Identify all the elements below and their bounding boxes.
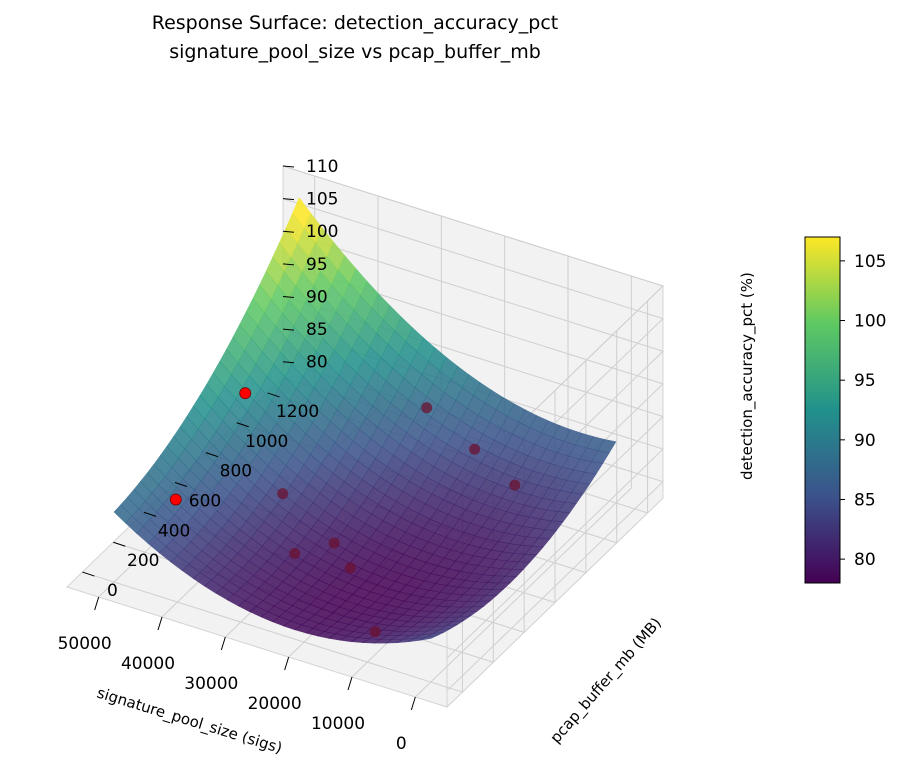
z-gridline: [446, 481, 664, 692]
z-tick-label: 100: [306, 222, 338, 242]
data-point-below-surface: [369, 626, 381, 638]
data-point-above-surface: [169, 493, 182, 506]
x-tick-label: 30000: [184, 674, 238, 694]
x-tick-label: 40000: [121, 654, 175, 674]
x-tick-label: 10000: [311, 714, 365, 734]
z-tick: [282, 165, 295, 168]
z-tick-label: 110: [306, 157, 338, 177]
data-point-below-surface: [421, 402, 433, 414]
y-tick: [113, 541, 126, 547]
data-point-below-surface: [344, 562, 356, 574]
data-point-below-surface: [509, 479, 521, 491]
x-tick-label: 0: [396, 734, 407, 754]
y-tick-label: 0: [107, 581, 118, 601]
x-tick-label: 50000: [58, 634, 112, 654]
y-tick-label: 1200: [276, 402, 319, 422]
colorbar-gradient: [804, 236, 841, 584]
colorbar-tick-label: 95: [854, 371, 876, 391]
colorbar: 80 85 90 95 100 105: [804, 236, 886, 584]
z-tick: [282, 230, 295, 233]
chart-title: Response Surface: detection_accuracy_pct: [151, 12, 559, 34]
data-point-below-surface: [289, 548, 301, 560]
chart-subtitle: signature_pool_size vs pcap_buffer_mb: [169, 41, 541, 63]
data-point-above-surface: [239, 387, 252, 400]
x-tick: [410, 696, 416, 711]
y-tick: [205, 452, 219, 458]
x-tick-label: 20000: [248, 694, 302, 714]
colorbar-tick-label: 100: [854, 312, 886, 332]
data-point-below-surface: [469, 443, 481, 455]
surface-patch: [113, 504, 133, 524]
z-tick-label: 105: [306, 190, 338, 210]
y-tick-label: 400: [158, 521, 190, 541]
y-tick: [236, 422, 249, 428]
z-tick: [282, 263, 295, 266]
x-tick: [347, 676, 353, 691]
axis-ticks: 0 10000 20000 30000 40000 50000 0 200 400 600 800 1…: [58, 157, 416, 754]
data-point-below-surface: [277, 488, 289, 500]
colorbar-tick-label: 105: [854, 252, 886, 272]
y-tick: [174, 482, 188, 487]
data-point-below-surface: [328, 537, 340, 549]
z-gridline: [282, 198, 664, 320]
z-gridline: [446, 448, 664, 659]
y-axis-label: pcap_buffer_mb (MB): [546, 614, 665, 747]
z-tick: [282, 198, 295, 201]
y-tick-label: 600: [189, 492, 221, 512]
colorbar-tick-label: 80: [854, 550, 876, 570]
z-tick: [282, 328, 295, 331]
y-gridline: [82, 571, 463, 693]
z-tick: [282, 361, 295, 364]
y-tick-label: 1000: [245, 432, 288, 452]
z-gridline: [282, 165, 664, 287]
x-tick: [157, 616, 163, 631]
colorbar-tick-label: 85: [854, 490, 876, 510]
z-tick-label: 95: [306, 255, 328, 275]
y-tick-label: 800: [220, 462, 252, 482]
z-gridline: [282, 230, 664, 352]
y-tick: [143, 511, 157, 517]
data-points: [169, 387, 521, 638]
z-axis-label: detection_accuracy_pct (%): [738, 272, 757, 480]
colorbar-tick-label: 90: [854, 431, 876, 451]
x-tick: [220, 636, 226, 651]
z-tick-label: 85: [306, 320, 328, 340]
z-tick-label: 80: [306, 353, 328, 373]
z-tick: [282, 295, 295, 298]
x-tick: [284, 656, 290, 671]
z-tick-label: 90: [306, 287, 328, 307]
x-tick: [94, 596, 100, 611]
y-tick: [82, 571, 95, 577]
y-tick-label: 200: [127, 551, 159, 571]
y-tick: [267, 392, 280, 398]
